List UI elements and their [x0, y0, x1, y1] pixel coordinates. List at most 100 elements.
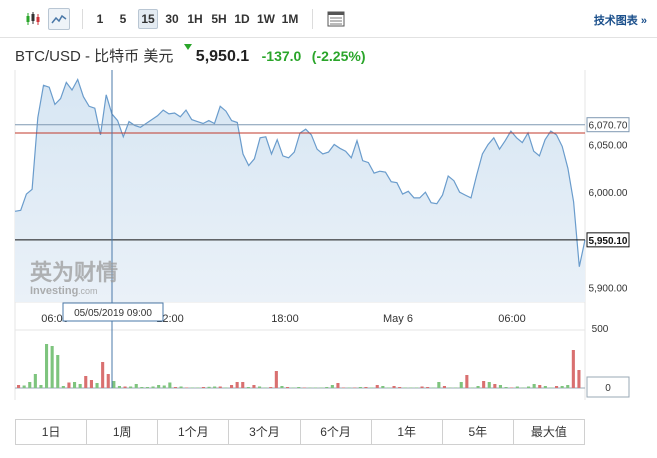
volume-bar: [498, 385, 502, 388]
range-1-week[interactable]: 1周: [87, 420, 159, 444]
volume-bar: [459, 382, 463, 388]
volume-bar: [319, 387, 323, 388]
volume-bar: [527, 386, 531, 388]
quote-header: BTC/USD - 比特币 美元 5,950.1 -137.0 (-2.25%): [15, 45, 365, 69]
svg-text:6,070.70: 6,070.70: [589, 121, 628, 132]
range-1-month[interactable]: 1个月: [158, 420, 230, 444]
volume-bar: [28, 382, 32, 388]
volume-bar: [246, 387, 250, 388]
range-1-day[interactable]: 1日: [16, 420, 88, 444]
volume-bar: [241, 382, 245, 388]
volume-bar: [420, 386, 424, 388]
timeframe-1w[interactable]: 1W: [257, 12, 275, 26]
volume-bar: [61, 386, 65, 388]
timeframe-30[interactable]: 30: [165, 12, 179, 26]
candlestick-icon[interactable]: [22, 8, 44, 30]
volume-value-box: [586, 376, 630, 398]
volume-bar: [302, 387, 306, 388]
volume-bar: [84, 376, 88, 388]
range-3-months[interactable]: 3个月: [229, 420, 301, 444]
volume-bar: [224, 387, 228, 388]
volume-bar: [112, 381, 116, 388]
timeframe-1m[interactable]: 1M: [281, 12, 299, 26]
range-6-months[interactable]: 6个月: [301, 420, 372, 444]
volume-bar: [145, 387, 149, 388]
volume-bar: [95, 383, 99, 388]
chart-canvas[interactable]: 英为财情 Investing .com 06:00 12:00 18:00 Ma…: [0, 70, 657, 415]
volume-bar: [386, 387, 390, 388]
volume-bar: [17, 385, 21, 388]
volume-value-label: 0: [605, 383, 611, 394]
volume-bar: [179, 386, 183, 388]
volume-bar: [89, 380, 93, 388]
x-tick-label: 06:00: [41, 313, 69, 325]
volume-bar: [162, 385, 166, 388]
volume-bar: [129, 386, 133, 388]
table-view-icon[interactable]: [325, 8, 347, 30]
watermark-cn: 英为财情: [30, 260, 118, 285]
timeframe-1h[interactable]: 1H: [187, 12, 203, 26]
volume-bar: [487, 382, 491, 388]
y-tick-label: 5,900.00: [589, 284, 628, 295]
volume-bar: [566, 385, 570, 388]
volume-bar: [33, 374, 37, 388]
volume-bar: [381, 386, 385, 388]
volume-bar: [353, 387, 357, 388]
volume-bar: [263, 387, 267, 388]
crosshair-time-box: [62, 302, 164, 322]
volume-bar: [39, 385, 43, 388]
volume-bar: [230, 385, 234, 388]
volume-bar: [151, 386, 155, 388]
range-5-years[interactable]: 5年: [443, 420, 514, 444]
volume-bar: [269, 387, 273, 388]
volume-bar: [274, 371, 278, 388]
volume-bar: [78, 384, 82, 388]
volume-bar: [201, 387, 205, 388]
volume-bar: [123, 386, 127, 388]
volume-bar: [134, 384, 138, 388]
range-1-year[interactable]: 1年: [372, 420, 443, 444]
volume-bar: [45, 344, 49, 388]
volume-bar: [207, 386, 211, 388]
volume-bar: [493, 384, 497, 388]
volume-bar: [442, 386, 446, 388]
volume-bar: [560, 386, 564, 388]
toolbar-divider: [312, 9, 313, 29]
volume-bar: [286, 387, 290, 388]
volume-bar: [314, 387, 318, 388]
volume-bar: [515, 386, 519, 388]
volume-bar: [308, 387, 312, 388]
volume-bar: [50, 346, 54, 388]
volume-bar: [549, 387, 553, 388]
price-up-arrow-icon: [184, 44, 192, 50]
line-chart-icon[interactable]: [48, 8, 70, 30]
watermark-en-suffix: .com: [78, 286, 98, 296]
x-tick-label: 18:00: [271, 313, 299, 325]
volume-bar: [454, 387, 458, 388]
volume-bar: [252, 385, 256, 388]
volume-bar: [476, 386, 480, 388]
volume-bar: [538, 385, 542, 388]
volume-bar: [431, 387, 435, 388]
volume-bar: [370, 387, 374, 388]
volume-bar: [67, 382, 71, 388]
timeframe-1[interactable]: 1: [96, 12, 104, 26]
volume-bar: [555, 386, 559, 388]
timeframe-5[interactable]: 5: [119, 12, 127, 26]
volume-bar: [543, 386, 547, 388]
toolbar-divider: [82, 9, 83, 29]
timeframe-1d[interactable]: 1D: [234, 12, 250, 26]
volume-bar: [22, 385, 26, 388]
timeframe-15[interactable]: 15: [138, 9, 158, 29]
technical-chart-link[interactable]: 技术图表 »: [593, 15, 647, 27]
volume-bar: [392, 386, 396, 388]
last-price: 5,950.1: [195, 48, 250, 65]
price-change-percent: (-2.25%): [311, 48, 366, 64]
volume-bar: [571, 350, 575, 388]
timeframe-5h[interactable]: 5H: [211, 12, 227, 26]
range-max[interactable]: 最大值: [530, 425, 567, 439]
volume-bar: [414, 387, 418, 388]
price-chart[interactable]: 英为财情 Investing .com 06:00 12:00 18:00 Ma…: [0, 70, 657, 415]
volume-bar: [521, 387, 525, 388]
volume-bar: [403, 387, 407, 388]
